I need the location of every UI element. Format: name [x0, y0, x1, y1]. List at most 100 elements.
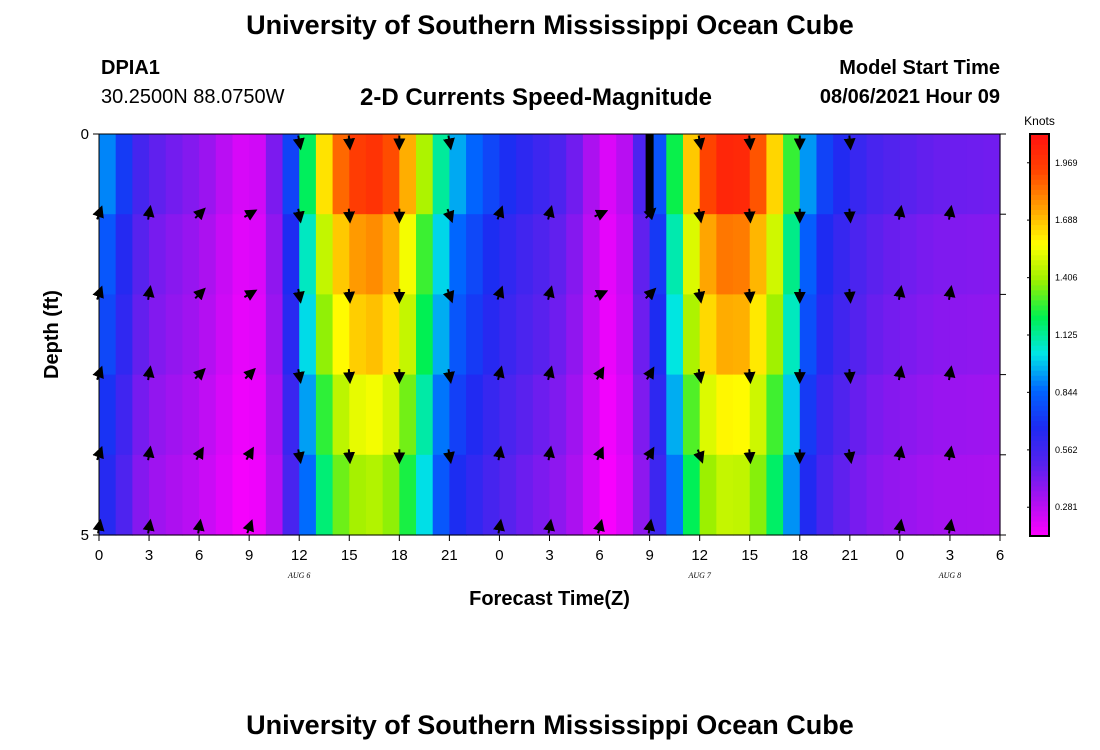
- colorbar-segment: [1030, 299, 1049, 306]
- current-arrow: [442, 288, 455, 304]
- current-arrow: [643, 287, 657, 301]
- current-arrow: [943, 445, 956, 461]
- colorbar-segment: [1030, 470, 1049, 477]
- heatmap-cell: [733, 454, 751, 536]
- heatmap-cell: [99, 294, 117, 376]
- colorbar-segment: [1030, 450, 1049, 457]
- colorbar-tick-label: 0.281: [1055, 502, 1078, 512]
- current-arrow: [193, 287, 206, 301]
- heatmap-cell: [916, 134, 934, 215]
- colorbar-segment: [1030, 199, 1049, 205]
- colorbar-segment: [1030, 149, 1049, 155]
- heatmap-cell: [899, 454, 918, 536]
- heatmap-cell: [733, 214, 751, 295]
- heatmap-cell: [582, 214, 601, 295]
- x-tick-label: 21: [441, 547, 458, 564]
- heatmap-cell: [866, 214, 884, 295]
- current-arrow: [292, 208, 305, 224]
- heatmap-cell: [716, 374, 734, 456]
- x-tick-label: 9: [245, 547, 253, 564]
- heatmap-cell: [566, 374, 584, 456]
- heatmap-cell: [315, 374, 334, 456]
- heatmap-cell: [666, 134, 684, 215]
- heatmap-cell: [466, 294, 484, 376]
- heatmap-cell: [215, 214, 234, 295]
- current-arrow: [893, 365, 906, 381]
- heatmap-cell: [182, 134, 200, 215]
- page-title: University of Southern Mississippi Ocean…: [246, 10, 854, 40]
- heatmap-cell: [549, 294, 567, 376]
- heatmap-cell: [616, 294, 634, 376]
- colorbar-segment: [1030, 485, 1049, 492]
- heatmap-cell: [649, 214, 667, 295]
- heatmap-cell: [649, 374, 667, 456]
- heatmap-cell: [933, 214, 951, 295]
- heatmap-cell: [582, 294, 601, 376]
- heatmap-cell: [232, 294, 250, 376]
- heatmap-cell: [349, 454, 367, 536]
- heatmap-cell: [833, 134, 851, 215]
- current-arrow: [594, 290, 609, 301]
- heatmap-cell: [616, 454, 634, 536]
- date-label: AUG 6: [287, 571, 310, 580]
- heatmap-cell: [899, 214, 918, 295]
- heatmap-cell: [783, 374, 801, 456]
- heatmap-cell: [315, 294, 334, 376]
- heatmap-cell: [899, 374, 918, 456]
- heatmap-cell: [332, 454, 350, 536]
- heatmap-cell: [282, 294, 300, 376]
- heatmap-cell: [382, 454, 400, 536]
- model-start-time: 08/06/2021 Hour 09: [819, 86, 1000, 108]
- heatmap-cell: [916, 454, 934, 536]
- heatmap-cell: [766, 374, 784, 456]
- heatmap-cell: [866, 294, 884, 376]
- x-axis-label: Forecast Time(Z): [469, 588, 630, 610]
- current-arrow: [292, 135, 305, 151]
- heatmap-cell: [883, 134, 901, 215]
- heatmap-cell: [416, 214, 434, 295]
- current-arrow: [743, 369, 756, 385]
- colorbar-segment: [1030, 510, 1049, 517]
- colorbar-segment: [1030, 440, 1049, 447]
- heatmap-cell: [766, 454, 784, 536]
- heatmap-cell: [449, 134, 467, 215]
- colorbar-segment: [1030, 259, 1049, 266]
- colorbar-segment: [1030, 324, 1049, 331]
- colorbar-segment: [1030, 495, 1049, 502]
- current-arrow: [492, 205, 505, 220]
- heatmap-cell: [549, 134, 567, 215]
- colorbar-segment: [1030, 264, 1049, 271]
- colorbar-segment: [1030, 219, 1049, 226]
- heatmap-cell: [599, 374, 617, 456]
- heatmap-cell: [249, 134, 267, 215]
- current-arrow: [693, 369, 706, 384]
- colorbar-segment: [1030, 204, 1049, 210]
- current-arrow: [142, 445, 155, 461]
- colorbar-segment: [1030, 319, 1049, 326]
- heatmap-cell: [399, 454, 417, 536]
- heatmap-cell: [866, 134, 884, 215]
- heatmap-cell: [299, 134, 317, 215]
- heatmap-cell: [632, 294, 651, 376]
- heatmap-cell: [215, 294, 234, 376]
- heatmap-cell: [365, 374, 384, 456]
- current-arrow: [193, 367, 206, 381]
- current-arrow: [743, 449, 756, 465]
- x-tick-label: 3: [145, 547, 153, 564]
- colorbar-segment: [1030, 405, 1049, 411]
- heatmap-cell: [232, 134, 250, 215]
- heatmap-cell: [282, 134, 300, 215]
- current-arrow: [693, 449, 705, 464]
- colorbar-segment: [1030, 400, 1049, 406]
- date-label: AUG 8: [938, 571, 961, 580]
- x-tick-label: 15: [341, 547, 358, 564]
- current-arrow: [343, 208, 356, 224]
- heatmap-cell: [733, 134, 751, 215]
- heatmap-cell: [416, 454, 434, 536]
- current-arrow: [643, 446, 655, 461]
- heatmap-cell: [883, 454, 901, 536]
- heatmap-cell: [199, 454, 217, 536]
- current-arrow: [593, 446, 604, 461]
- colorbar-segment: [1030, 184, 1049, 190]
- heatmap-cell: [399, 374, 417, 456]
